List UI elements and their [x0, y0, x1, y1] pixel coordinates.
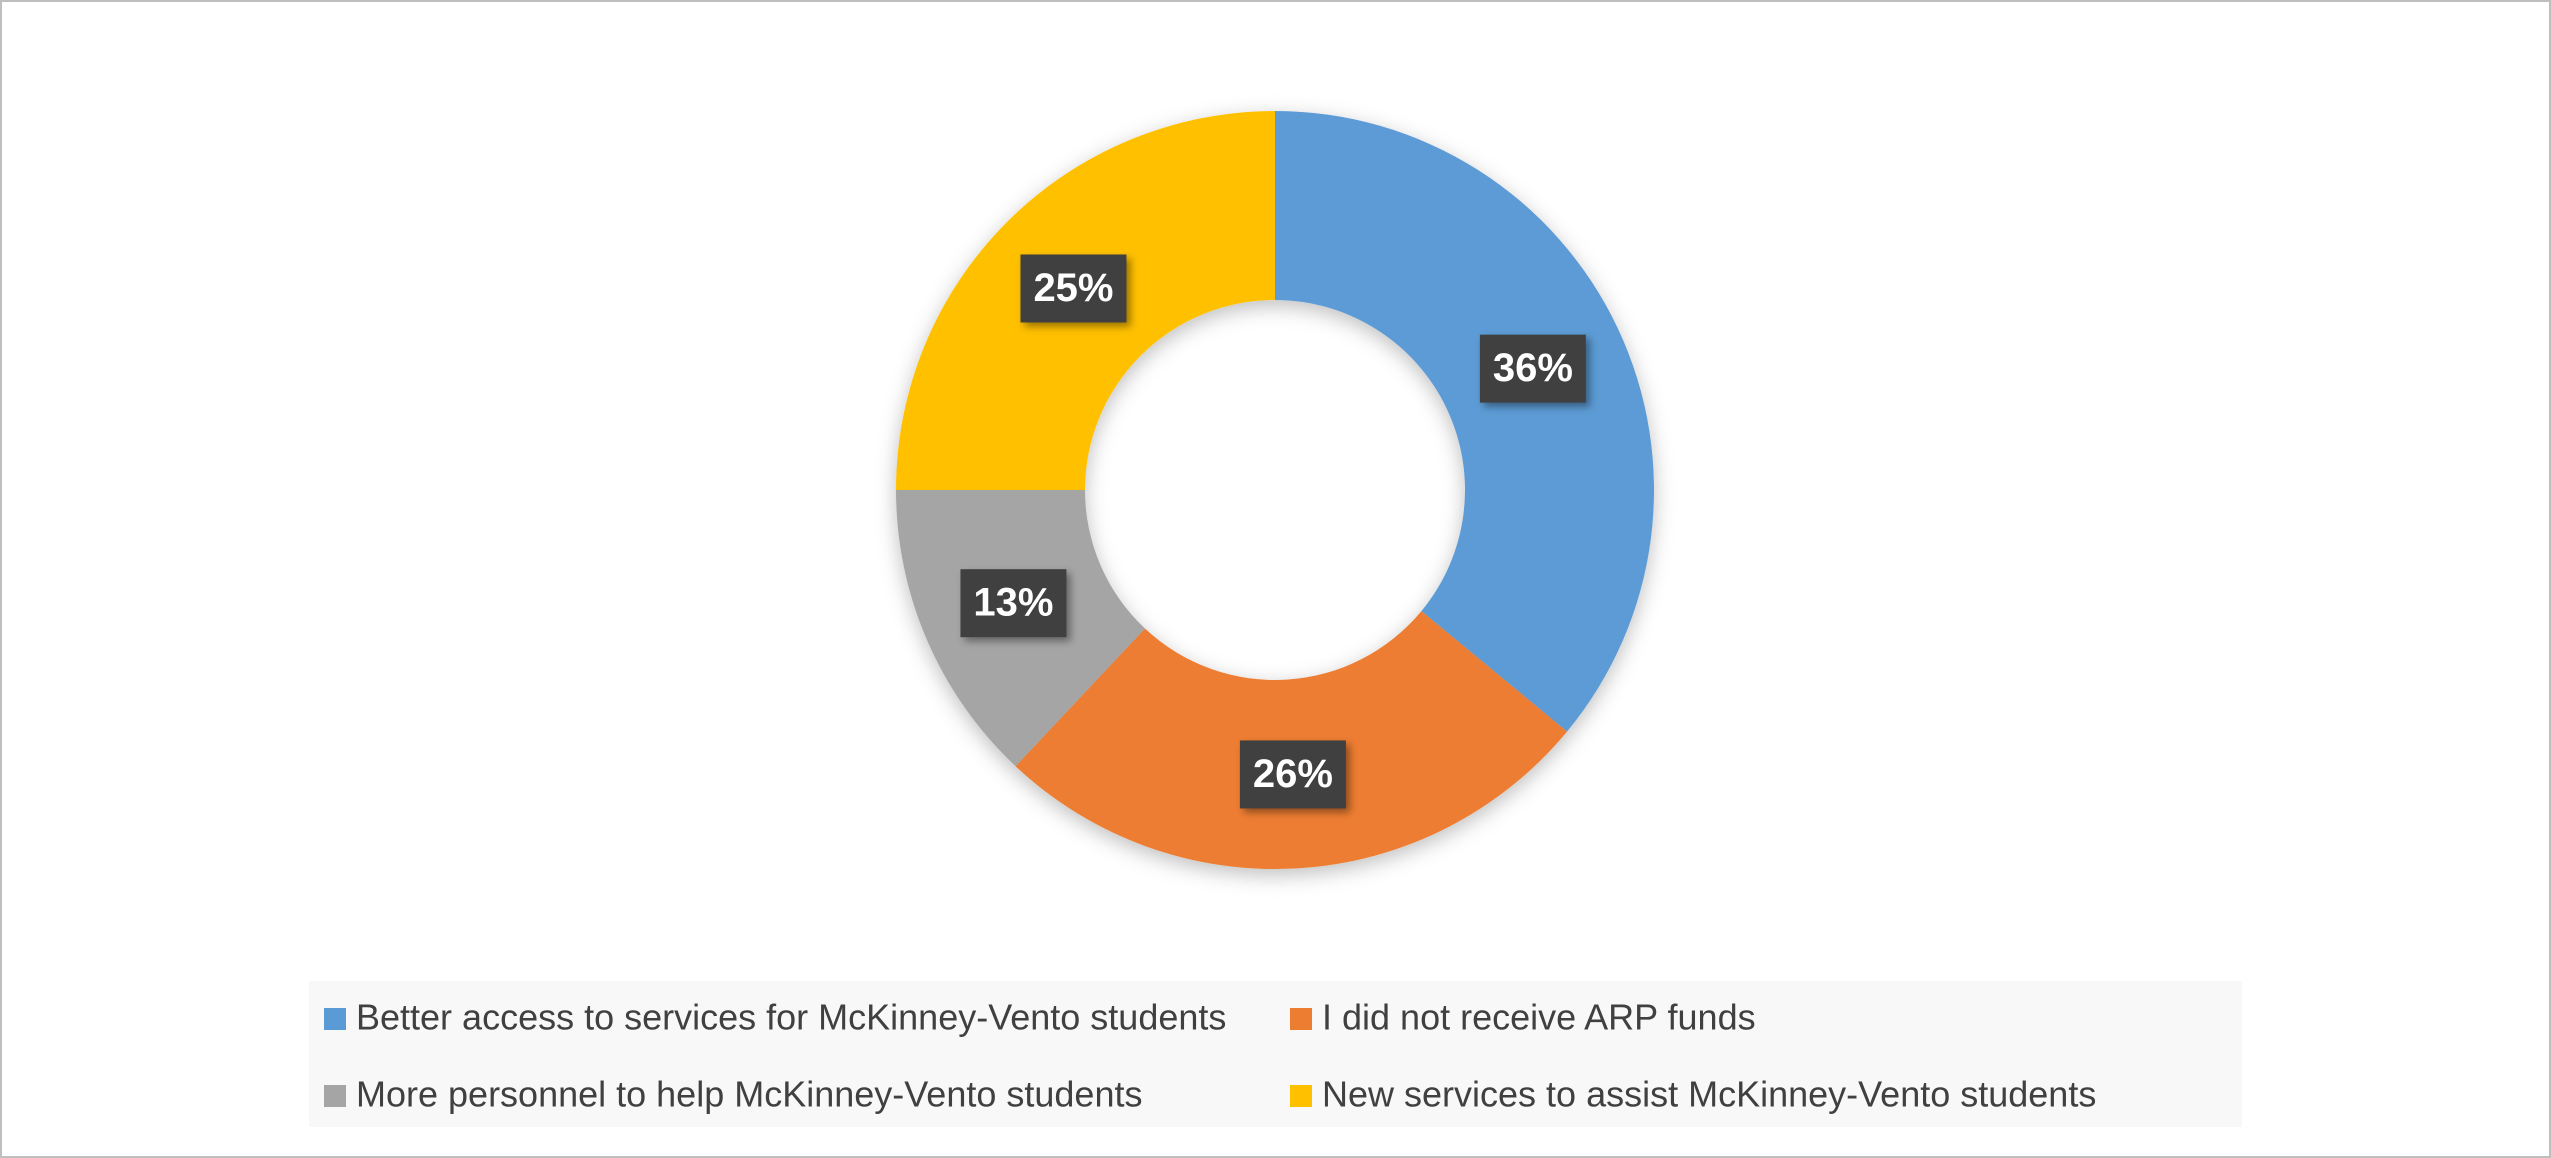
value-label: 25% [1033, 266, 1113, 310]
value-label: 36% [1493, 346, 1573, 390]
value-label-box [1479, 334, 1586, 403]
legend-label: Better access to services for McKinney-V… [356, 997, 1226, 1038]
legend-label: More personnel to help McKinney-Vento st… [356, 1074, 1142, 1115]
donut-slice [1015, 611, 1568, 870]
value-label: 13% [973, 581, 1053, 625]
legend-label: New services to assist McKinney-Vento st… [1322, 1074, 2096, 1115]
legend-swatch [1290, 1008, 1312, 1030]
value-label-box [960, 569, 1067, 638]
legend-swatch [324, 1085, 346, 1107]
value-label: 26% [1253, 752, 1333, 796]
donut-slice [1275, 111, 1654, 732]
legend-swatch [324, 1008, 346, 1030]
value-label-box [1020, 254, 1127, 323]
legend-box [309, 981, 2242, 1127]
legend-label: I did not receive ARP funds [1322, 997, 1756, 1038]
legend-swatch [1290, 1085, 1312, 1107]
value-label-box [1239, 740, 1346, 809]
